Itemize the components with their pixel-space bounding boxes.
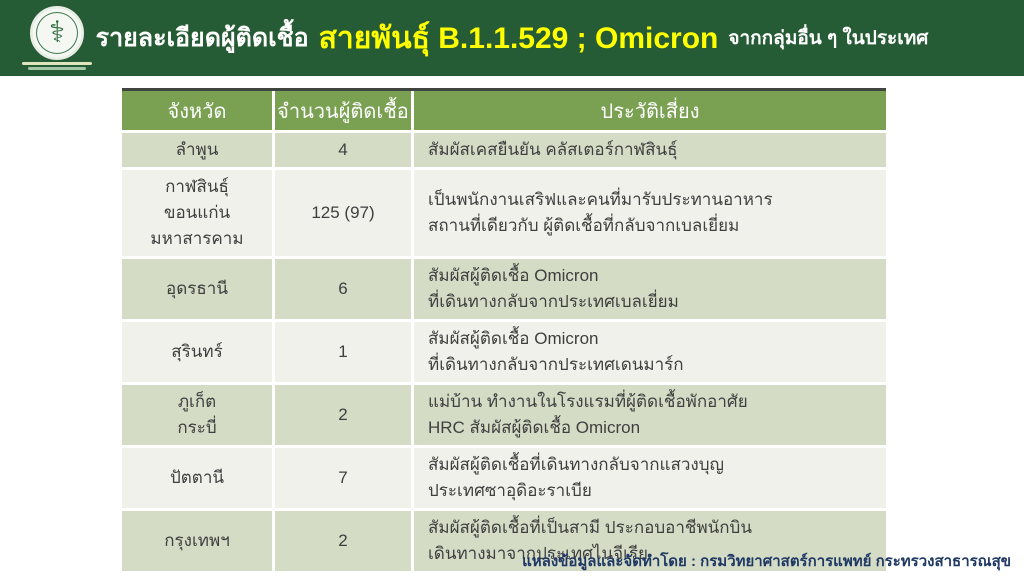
title-prefix: รายละเอียดผู้ติดเชื้อ: [95, 24, 309, 52]
cell-province: สุรินทร์: [122, 322, 275, 385]
table-row: กาฬสินธุ์ ขอนแก่น มหาสารคาม 125 (97) เป็นพ…: [122, 170, 886, 259]
column-header-province: จังหวัด: [122, 91, 275, 133]
cell-count: 7: [275, 448, 414, 511]
cell-history: สัมผัสเคสยืนยัน คลัสเตอร์กาฬสินธุ์: [414, 133, 886, 170]
cell-count: 2: [275, 385, 414, 448]
table-row: สุรินทร์ 1 สัมผัสผู้ติดเชื้อ Omicron ที่เด…: [122, 322, 886, 385]
caduceus-icon: ⚕: [48, 15, 66, 50]
cell-province: ภูเก็ต กระบี่: [122, 385, 275, 448]
cell-history: สัมผัสผู้ติดเชื้อ Omicron ที่เดินทางกลับ…: [414, 322, 886, 385]
cell-history: สัมผัสผู้ติดเชื้อที่เป็นสามี ประกอบอาชีพ…: [414, 511, 886, 574]
logo-caption-line: [28, 67, 86, 70]
column-header-count: จำนวนผู้ติดเชื้อ: [275, 91, 414, 133]
title-suffix: จากกลุ่มอื่น ๆ ในประเทศ: [728, 28, 929, 49]
cell-history: สัมผัสผู้ติดเชื้อที่เดินทางกลับจากแสวงบุ…: [414, 448, 886, 511]
cell-province: กรุงเทพฯ: [122, 511, 275, 574]
cell-history: เป็นพนักงานเสริฟและคนที่มารับประทานอาหาร…: [414, 170, 886, 259]
cell-history: สัมผัสผู้ติดเชื้อ Omicron ที่เดินทางกลับ…: [414, 259, 886, 322]
cell-province: ปัตตานี: [122, 448, 275, 511]
cell-count: 2: [275, 511, 414, 574]
cell-province: อุดรธานี: [122, 259, 275, 322]
column-header-history: ประวัติเสี่ยง: [414, 91, 886, 133]
table-row: ลำพูน 4 สัมผัสเคสยืนยัน คลัสเตอร์กาฬสินธุ์: [122, 133, 886, 170]
cases-table-wrap: จังหวัด จำนวนผู้ติดเชื้อ ประวัติเสี่ยง ล…: [122, 88, 886, 574]
table-row: ปัตตานี 7 สัมผัสผู้ติดเชื้อที่เดินทางกลับจ…: [122, 448, 886, 511]
cell-count: 4: [275, 133, 414, 170]
cell-province: ลำพูน: [122, 133, 275, 170]
cases-table: จังหวัด จำนวนผู้ติดเชื้อ ประวัติเสี่ยง ล…: [122, 88, 886, 574]
source-credit: แหล่งข้อมูลและจัดทำโดย : กรมวิทยาศาสตร์ก…: [522, 553, 1011, 570]
cell-history: แม่บ้าน ทำงานในโรงแรมที่ผู้ติดเชื้อพักอา…: [414, 385, 886, 448]
table-row: กรุงเทพฯ 2 สัมผัสผู้ติดเชื้อที่เป็นสามี ปร…: [122, 511, 886, 574]
logo-caption-line: [22, 62, 92, 65]
ministry-logo: ⚕: [18, 4, 96, 74]
cell-count: 6: [275, 259, 414, 322]
cell-province: กาฬสินธุ์ ขอนแก่น มหาสารคาม: [122, 170, 275, 259]
table-body: ลำพูน 4 สัมผัสเคสยืนยัน คลัสเตอร์กาฬสินธุ์…: [122, 133, 886, 574]
table-row: ภูเก็ต กระบี่ 2 แม่บ้าน ทำงานในโรงแรมที่ผู…: [122, 385, 886, 448]
logo-circle: ⚕: [30, 6, 84, 60]
table-row: อุดรธานี 6 สัมผัสผู้ติดเชื้อ Omicron ที่เด…: [122, 259, 886, 322]
cell-count: 1: [275, 322, 414, 385]
title-banner: ⚕ รายละเอียดผู้ติดเชื้อ สายพันธุ์ B.1.1.…: [0, 0, 1024, 76]
table-header: จังหวัด จำนวนผู้ติดเชื้อ ประวัติเสี่ยง: [122, 91, 886, 133]
title-highlight: สายพันธุ์ B.1.1.529 ; Omicron: [318, 21, 719, 55]
slide-title: รายละเอียดผู้ติดเชื้อ สายพันธุ์ B.1.1.52…: [0, 0, 1024, 76]
cell-count: 125 (97): [275, 170, 414, 259]
